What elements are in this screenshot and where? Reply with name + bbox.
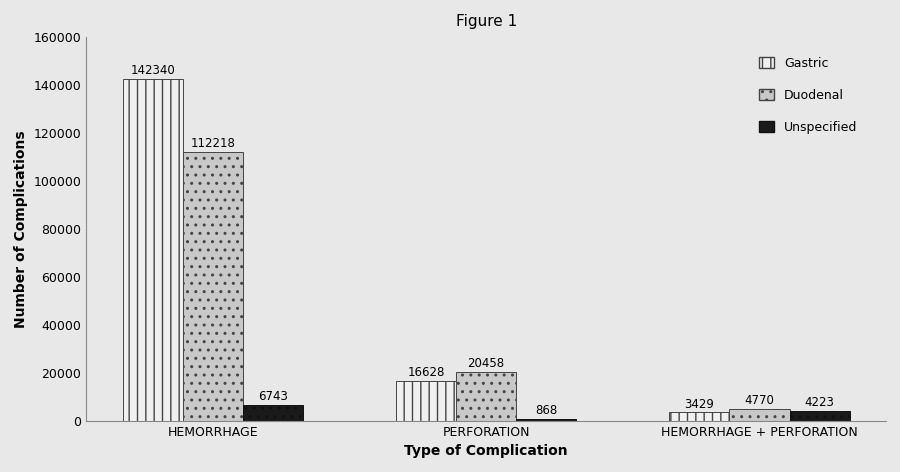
- Text: 16628: 16628: [408, 366, 445, 379]
- Text: 3429: 3429: [685, 397, 715, 411]
- Bar: [122, 79, 183, 421]
- Text: 20458: 20458: [468, 357, 505, 370]
- Bar: [517, 419, 576, 421]
- Bar: [670, 413, 730, 421]
- Title: Figure 1: Figure 1: [455, 14, 517, 29]
- Text: 868: 868: [536, 404, 557, 417]
- Bar: [789, 411, 850, 421]
- Text: 4770: 4770: [744, 394, 775, 407]
- Text: 6743: 6743: [258, 389, 288, 403]
- Text: 142340: 142340: [130, 65, 175, 77]
- Bar: [730, 409, 789, 421]
- Bar: [243, 405, 303, 421]
- Bar: [456, 371, 517, 421]
- Legend: Gastric, Duodenal, Unspecified: Gastric, Duodenal, Unspecified: [753, 51, 864, 140]
- Text: 112218: 112218: [190, 137, 235, 150]
- Bar: [396, 381, 456, 421]
- Bar: [183, 152, 243, 421]
- Y-axis label: Number of Complications: Number of Complications: [14, 130, 28, 328]
- Text: 4223: 4223: [805, 396, 834, 409]
- X-axis label: Type of Complication: Type of Complication: [404, 444, 568, 458]
